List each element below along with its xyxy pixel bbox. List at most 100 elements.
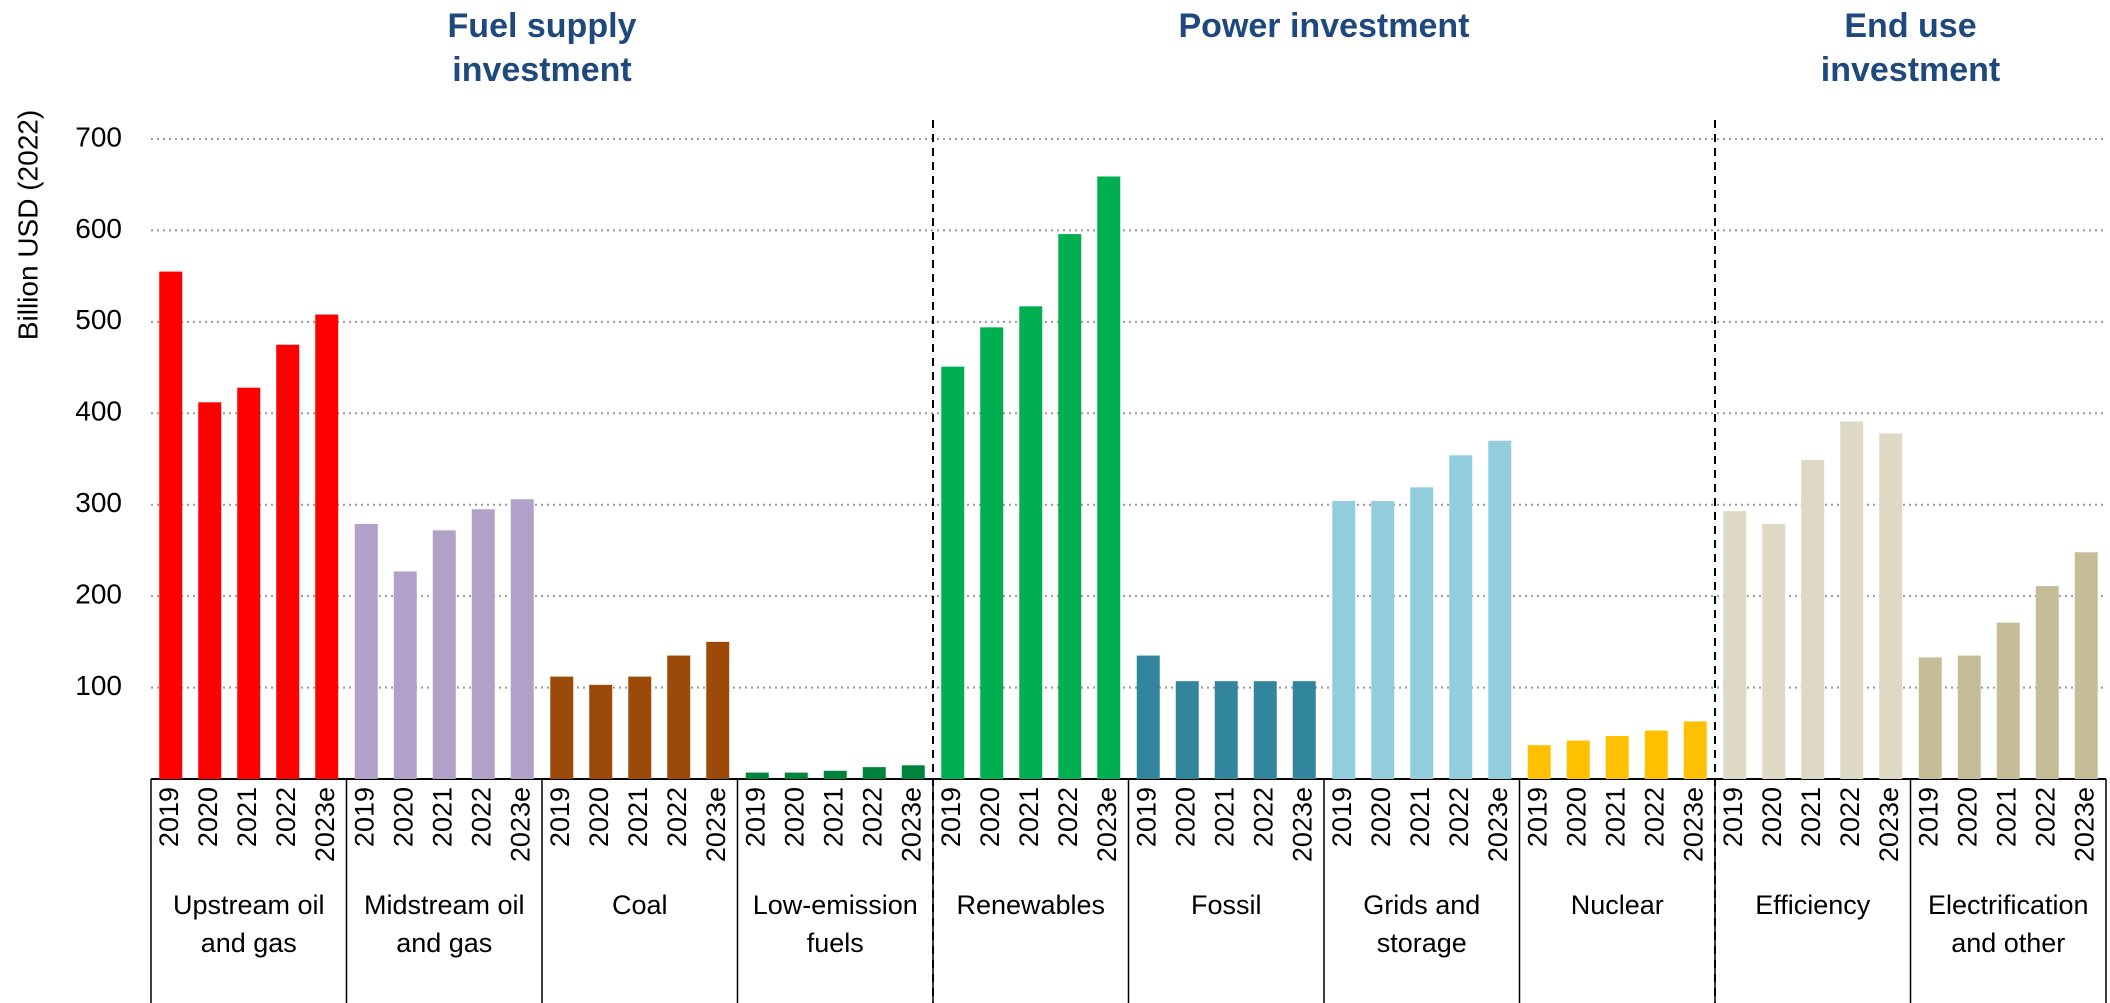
x-tick-label: 2021 (623, 787, 653, 847)
x-tick-label: 2022 (1835, 787, 1865, 847)
x-tick-label: 2020 (779, 787, 809, 847)
group-label: Grids and storage (1363, 890, 1481, 958)
bar (315, 314, 339, 779)
bar (393, 571, 417, 779)
group-label: Coal (611, 890, 668, 920)
x-tick-label: 2019 (1913, 787, 1943, 847)
bar (667, 655, 691, 779)
x-tick-label: 2022 (857, 787, 887, 847)
group-label: Efficiency (1755, 890, 1871, 920)
group-label: Upstream oil and gas (172, 890, 325, 958)
x-tick-label: 2023e (701, 787, 731, 862)
group-label: Low-emission fuels (752, 890, 918, 958)
bar (1214, 681, 1238, 779)
x-tick-label: 2019 (545, 787, 575, 847)
bar (1410, 487, 1434, 779)
group-label: Renewables (956, 890, 1106, 920)
bar (1723, 511, 1747, 779)
bar (706, 641, 730, 779)
bar (1879, 433, 1903, 779)
bar (745, 772, 769, 779)
bar (1762, 523, 1786, 779)
bar (1801, 459, 1825, 779)
x-tick-label: 2022 (662, 787, 692, 847)
bar (862, 767, 886, 779)
bar (901, 765, 925, 779)
bar (2074, 552, 2098, 779)
bar (237, 387, 261, 779)
bar (1253, 681, 1277, 779)
x-tick-label: 2023e (896, 787, 926, 862)
x-tick-label: 2021 (232, 787, 262, 847)
bar (1566, 740, 1590, 779)
x-tick-label: 2021 (1796, 787, 1826, 847)
bar (823, 770, 847, 779)
x-tick-label: 2019 (1718, 787, 1748, 847)
x-tick-label: 2021 (1600, 787, 1630, 847)
section-title: Fuel supply investment (447, 7, 637, 89)
bar (941, 366, 965, 779)
x-tick-label: 2019 (1327, 787, 1357, 847)
section-title: Power investment (1178, 7, 1470, 45)
x-tick-label: 2020 (1366, 787, 1396, 847)
x-tick-label: 2020 (1561, 787, 1591, 847)
bar (1918, 657, 1942, 779)
bar (589, 684, 613, 779)
x-tick-label: 2020 (193, 787, 223, 847)
x-tick-label: 2021 (1209, 787, 1239, 847)
bar (784, 772, 808, 779)
x-tick-label: 2019 (349, 787, 379, 847)
bar (1527, 745, 1551, 779)
bar (1058, 234, 1082, 780)
bar (2035, 586, 2059, 779)
x-tick-label: 2021 (1014, 787, 1044, 847)
bar (510, 499, 534, 779)
x-tick-label: 2020 (1757, 787, 1787, 847)
bar (159, 271, 183, 779)
x-tick-label: 2022 (1053, 787, 1083, 847)
x-tick-label: 2022 (1248, 787, 1278, 847)
y-tick-label: 400 (75, 396, 122, 427)
bar (1332, 501, 1356, 779)
group-label: Nuclear (1570, 890, 1664, 920)
bar (980, 327, 1004, 779)
x-tick-label: 2019 (1131, 787, 1161, 847)
x-tick-label: 2022 (271, 787, 301, 847)
x-tick-label: 2023e (1483, 787, 1513, 862)
y-tick-label: 500 (75, 304, 122, 335)
bar (1605, 736, 1629, 779)
x-tick-label: 2023e (1287, 787, 1317, 862)
bar (1957, 655, 1981, 779)
bar (1840, 421, 1864, 779)
group-label: Midstream oil and gas (363, 890, 525, 958)
bar (1097, 176, 1121, 779)
bar (354, 523, 378, 779)
y-tick-label: 700 (75, 121, 122, 152)
x-tick-label: 2022 (2030, 787, 2060, 847)
x-tick-label: 2022 (1639, 787, 1669, 847)
x-tick-label: 2023e (505, 787, 535, 862)
bar (1292, 681, 1316, 779)
x-tick-label: 2023e (310, 787, 340, 862)
bar (1996, 622, 2020, 779)
y-tick-label: 300 (75, 487, 122, 518)
y-tick-label: 600 (75, 213, 122, 244)
x-tick-label: 2023e (1678, 787, 1708, 862)
bar (1683, 721, 1707, 779)
x-tick-label: 2021 (427, 787, 457, 847)
section-title: End use investment (1820, 7, 2001, 89)
x-tick-label: 2023e (1092, 787, 1122, 862)
bar (198, 402, 222, 779)
group-label: Electrification and other (1927, 890, 2089, 958)
bar (1175, 681, 1199, 779)
x-tick-label: 2022 (466, 787, 496, 847)
y-tick-label: 100 (75, 670, 122, 701)
x-tick-label: 2020 (1170, 787, 1200, 847)
x-tick-label: 2020 (388, 787, 418, 847)
bar (1449, 455, 1473, 779)
bar (1488, 440, 1512, 779)
x-tick-label: 2021 (1405, 787, 1435, 847)
bar (1019, 306, 1043, 779)
